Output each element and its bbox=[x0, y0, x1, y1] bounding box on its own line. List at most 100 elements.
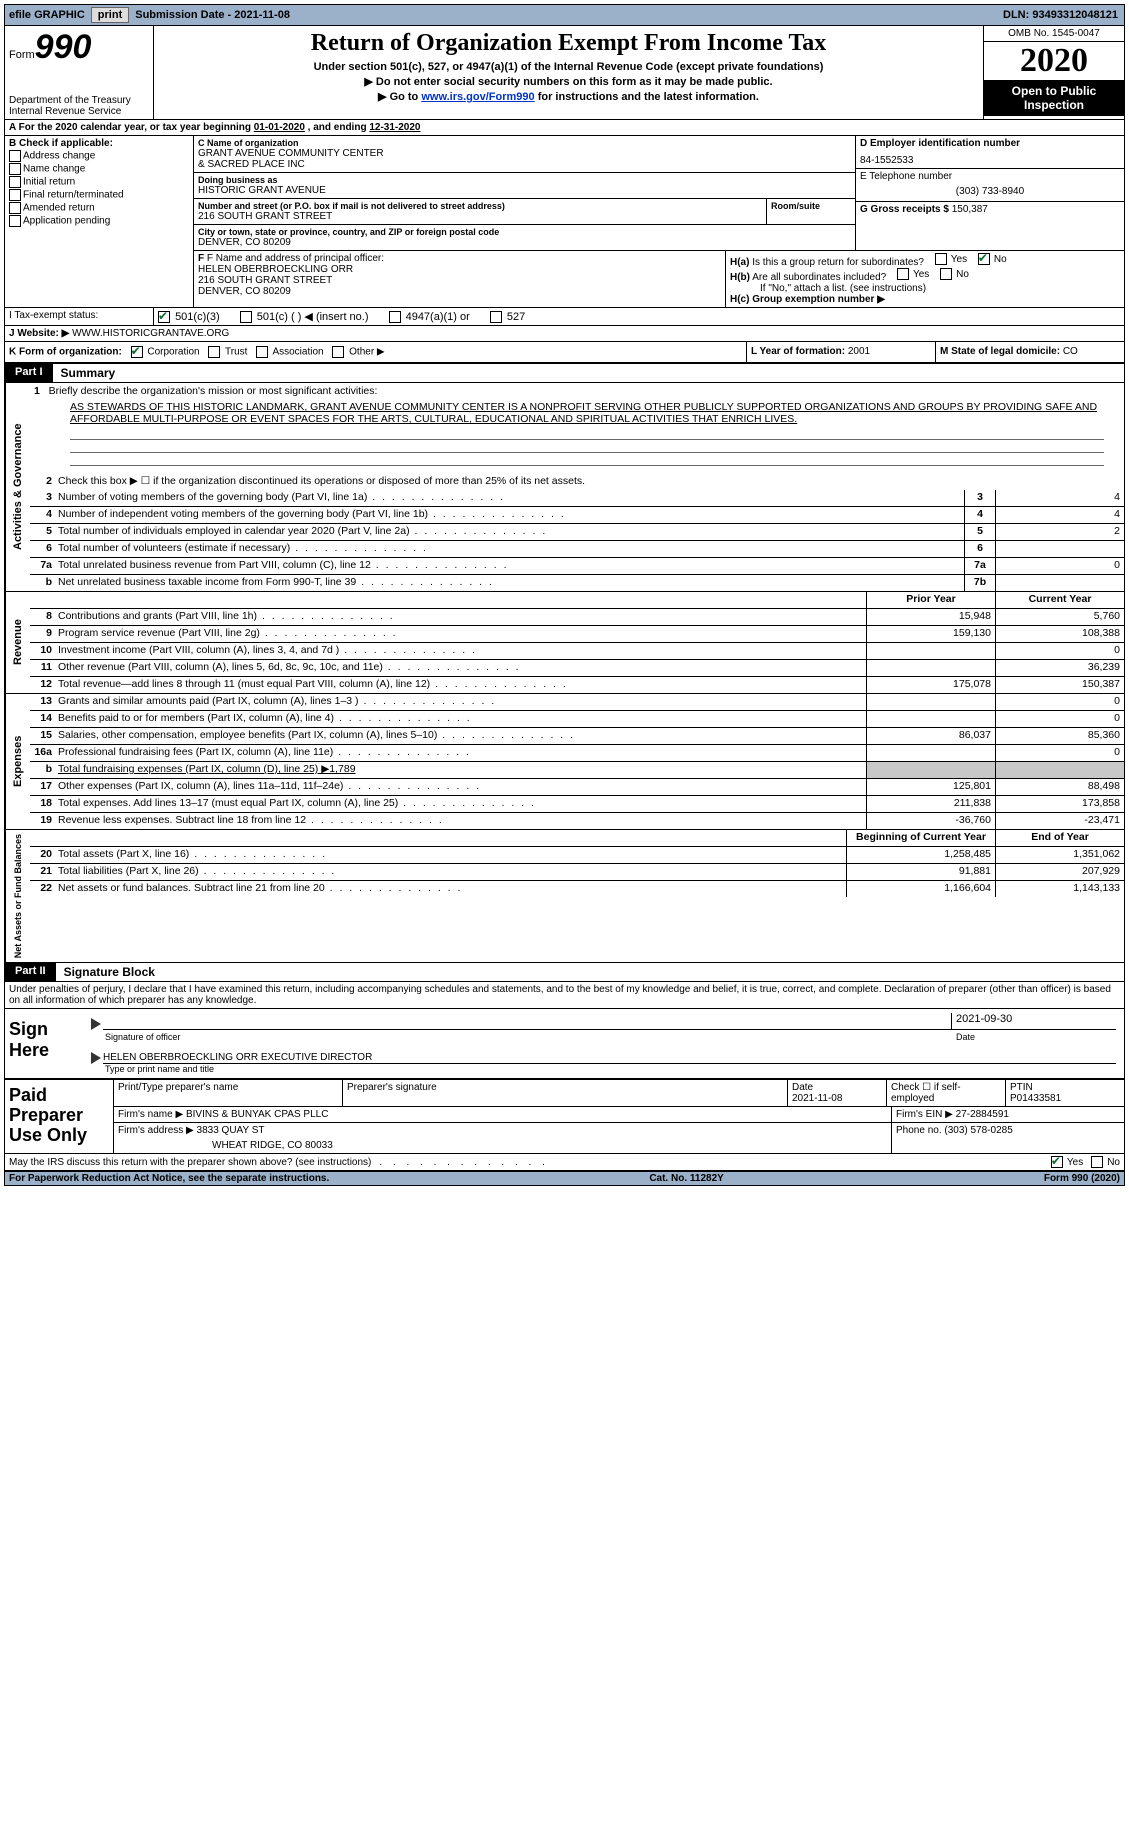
irs-label: Internal Revenue Service bbox=[9, 106, 149, 117]
begin-year-header: Beginning of Current Year bbox=[846, 830, 995, 846]
part-1-header: Part I Summary bbox=[4, 363, 1125, 383]
preparer-name-header: Print/Type preparer's name bbox=[114, 1080, 343, 1106]
box-m: M State of legal domicile: CO bbox=[936, 342, 1124, 362]
revenue-row: 8Contributions and grants (Part VIII, li… bbox=[30, 609, 1124, 626]
expense-row: bTotal fundraising expenses (Part IX, co… bbox=[30, 762, 1124, 779]
footer-bar: For Paperwork Reduction Act Notice, see … bbox=[4, 1171, 1125, 1186]
form-header: Form990 Department of the Treasury Inter… bbox=[4, 26, 1125, 120]
firm-name-row: Firm's name ▶ BIVINS & BUNYAK CPAS PLLC … bbox=[114, 1107, 1124, 1123]
box-i-label: I Tax-exempt status: bbox=[5, 308, 154, 325]
gov-row: 6Total number of volunteers (estimate if… bbox=[30, 541, 1124, 558]
part-2-header: Part II Signature Block bbox=[4, 963, 1125, 982]
k-l-m-row: K Form of organization: Corporation Trus… bbox=[4, 342, 1125, 363]
expense-row: 15Salaries, other compensation, employee… bbox=[30, 728, 1124, 745]
expense-row: 16aProfessional fundraising fees (Part I… bbox=[30, 745, 1124, 762]
sign-here-label: Sign Here bbox=[5, 1009, 83, 1078]
box-c-d-e-g: C Name of organization GRANT AVENUE COMM… bbox=[194, 136, 1124, 307]
check-initial-return: Initial return bbox=[9, 176, 189, 188]
h-b-row: H(b) Are all subordinates included? Yes … bbox=[730, 268, 1120, 283]
part-2-title: Signature Block bbox=[56, 963, 163, 981]
box-h: H(a) Is this a group return for subordin… bbox=[725, 251, 1124, 307]
tax-exempt-row: I Tax-exempt status: 501(c)(3) 501(c) ( … bbox=[4, 308, 1125, 326]
catalog-number: Cat. No. 11282Y bbox=[649, 1173, 723, 1184]
revenue-row: 10Investment income (Part VIII, column (… bbox=[30, 643, 1124, 660]
self-employed-check: Check ☐ if self-employed bbox=[887, 1080, 1006, 1106]
expense-row: 18Total expenses. Add lines 13–17 (must … bbox=[30, 796, 1124, 813]
box-f: F F Name and address of principal office… bbox=[194, 251, 725, 307]
top-bar: efile GRAPHIC print Submission Date - 20… bbox=[4, 4, 1125, 26]
box-l: L Year of formation: 2001 bbox=[747, 342, 936, 362]
blank-line-1 bbox=[70, 427, 1104, 440]
revenue-row: 12Total revenue—add lines 8 through 11 (… bbox=[30, 677, 1124, 693]
gov-row: 3Number of voting members of the governi… bbox=[30, 490, 1124, 507]
gov-row: bNet unrelated business taxable income f… bbox=[30, 575, 1124, 591]
expense-row: 13Grants and similar amounts paid (Part … bbox=[30, 694, 1124, 711]
efile-label: efile GRAPHIC bbox=[9, 9, 85, 21]
gov-row: 7aTotal unrelated business revenue from … bbox=[30, 558, 1124, 575]
paperwork-notice: For Paperwork Reduction Act Notice, see … bbox=[9, 1173, 329, 1184]
mission-prompt: 1 Briefly describe the organization's mi… bbox=[30, 383, 1124, 399]
paid-preparer-block: Paid Preparer Use Only Print/Type prepar… bbox=[4, 1079, 1125, 1154]
ein-cell: D Employer identification number 84-1552… bbox=[856, 136, 1124, 169]
entity-info-grid: B Check if applicable: Address change Na… bbox=[4, 136, 1125, 308]
revenue-row: 9Program service revenue (Part VIII, lin… bbox=[30, 626, 1124, 643]
arrow-icon bbox=[91, 1052, 101, 1064]
part-1-label: Part I bbox=[5, 364, 53, 382]
officer-signature-line bbox=[103, 1013, 951, 1030]
year-block: OMB No. 1545-0047 2020 Open to Public In… bbox=[983, 26, 1124, 119]
dln-label: DLN: 93493312048121 bbox=[1003, 9, 1124, 21]
open-to-public: Open to Public Inspection bbox=[984, 80, 1124, 116]
check-amended-return: Amended return bbox=[9, 202, 189, 214]
na-header-row: Beginning of Current Year End of Year bbox=[30, 830, 1124, 847]
part-2-label: Part II bbox=[5, 963, 56, 981]
arrow-icon bbox=[91, 1018, 101, 1030]
period-row: A For the 2020 calendar year, or tax yea… bbox=[4, 120, 1125, 136]
street-row: Number and street (or P.O. box if mail i… bbox=[194, 199, 855, 225]
net-assets-row: 22Net assets or fund balances. Subtract … bbox=[30, 881, 1124, 897]
expenses-section: Expenses 13Grants and similar amounts pa… bbox=[4, 694, 1125, 830]
type-name-label: Type or print name and title bbox=[91, 1064, 1116, 1074]
principal-and-h-block: F F Name and address of principal office… bbox=[194, 250, 1124, 307]
form-year-footer: Form 990 (2020) bbox=[1044, 1173, 1120, 1184]
ptin-cell: PTINP01433581 bbox=[1006, 1080, 1124, 1106]
vtab-net-assets: Net Assets or Fund Balances bbox=[5, 830, 30, 962]
phone-cell: E Telephone number (303) 733-8940 bbox=[860, 171, 1120, 197]
check-address-change: Address change bbox=[9, 150, 189, 162]
tax-year: 2020 bbox=[984, 42, 1124, 80]
mission-text: AS STEWARDS OF THIS HISTORIC LANDMARK, G… bbox=[30, 399, 1124, 427]
box-b: B Check if applicable: Address change Na… bbox=[5, 136, 194, 307]
form-title: Return of Organization Exempt From Incom… bbox=[158, 30, 979, 57]
vtab-expenses: Expenses bbox=[5, 694, 30, 829]
omb-number: OMB No. 1545-0047 bbox=[984, 26, 1124, 42]
vtab-revenue: Revenue bbox=[5, 592, 30, 693]
revenue-row: 11Other revenue (Part VIII, column (A), … bbox=[30, 660, 1124, 677]
preparer-sig-header: Preparer's signature bbox=[343, 1080, 788, 1106]
dba-cell: Doing business as HISTORIC GRANT AVENUE bbox=[194, 173, 855, 199]
form-id-block: Form990 Department of the Treasury Inter… bbox=[5, 26, 154, 119]
net-assets-row: 20Total assets (Part X, line 16)1,258,48… bbox=[30, 847, 1124, 864]
sig-of-officer-label: Signature of officer bbox=[91, 1032, 956, 1042]
box-i-options: 501(c)(3) 501(c) ( ) ◀ (insert no.) 4947… bbox=[154, 308, 1124, 325]
check-application-pending: Application pending bbox=[9, 215, 189, 227]
h-c-row: H(c) Group exemption number ▶ bbox=[730, 294, 1120, 305]
revenue-section: Revenue Prior Year Current Year 8Contrib… bbox=[4, 592, 1125, 694]
expense-row: 19Revenue less expenses. Subtract line 1… bbox=[30, 813, 1124, 829]
part-1-title: Summary bbox=[53, 364, 124, 382]
paid-preparer-label: Paid Preparer Use Only bbox=[5, 1080, 114, 1153]
date-label: Date bbox=[956, 1032, 1116, 1042]
preparer-header-row: Print/Type preparer's name Preparer's si… bbox=[114, 1080, 1124, 1107]
expense-row: 17Other expenses (Part IX, column (A), l… bbox=[30, 779, 1124, 796]
right-info-col: D Employer identification number 84-1552… bbox=[855, 136, 1124, 250]
print-button[interactable]: print bbox=[91, 7, 129, 23]
gross-receipts-cell: G Gross receipts $ 150,387 bbox=[856, 201, 1124, 217]
irs-link[interactable]: www.irs.gov/Form990 bbox=[421, 91, 534, 103]
current-year-header: Current Year bbox=[995, 592, 1124, 608]
end-year-header: End of Year bbox=[995, 830, 1124, 846]
form-subtitle-2: ▶ Do not enter social security numbers o… bbox=[158, 75, 979, 88]
gov-row: 4Number of independent voting members of… bbox=[30, 507, 1124, 524]
activities-governance-section: Activities & Governance 1 Briefly descri… bbox=[4, 383, 1125, 592]
submission-date-label: Submission Date - 2021-11-08 bbox=[135, 9, 290, 21]
box-k: K Form of organization: Corporation Trus… bbox=[5, 342, 747, 362]
blank-line-3 bbox=[70, 453, 1104, 466]
preparer-date-cell: Date2021-11-08 bbox=[788, 1080, 887, 1106]
